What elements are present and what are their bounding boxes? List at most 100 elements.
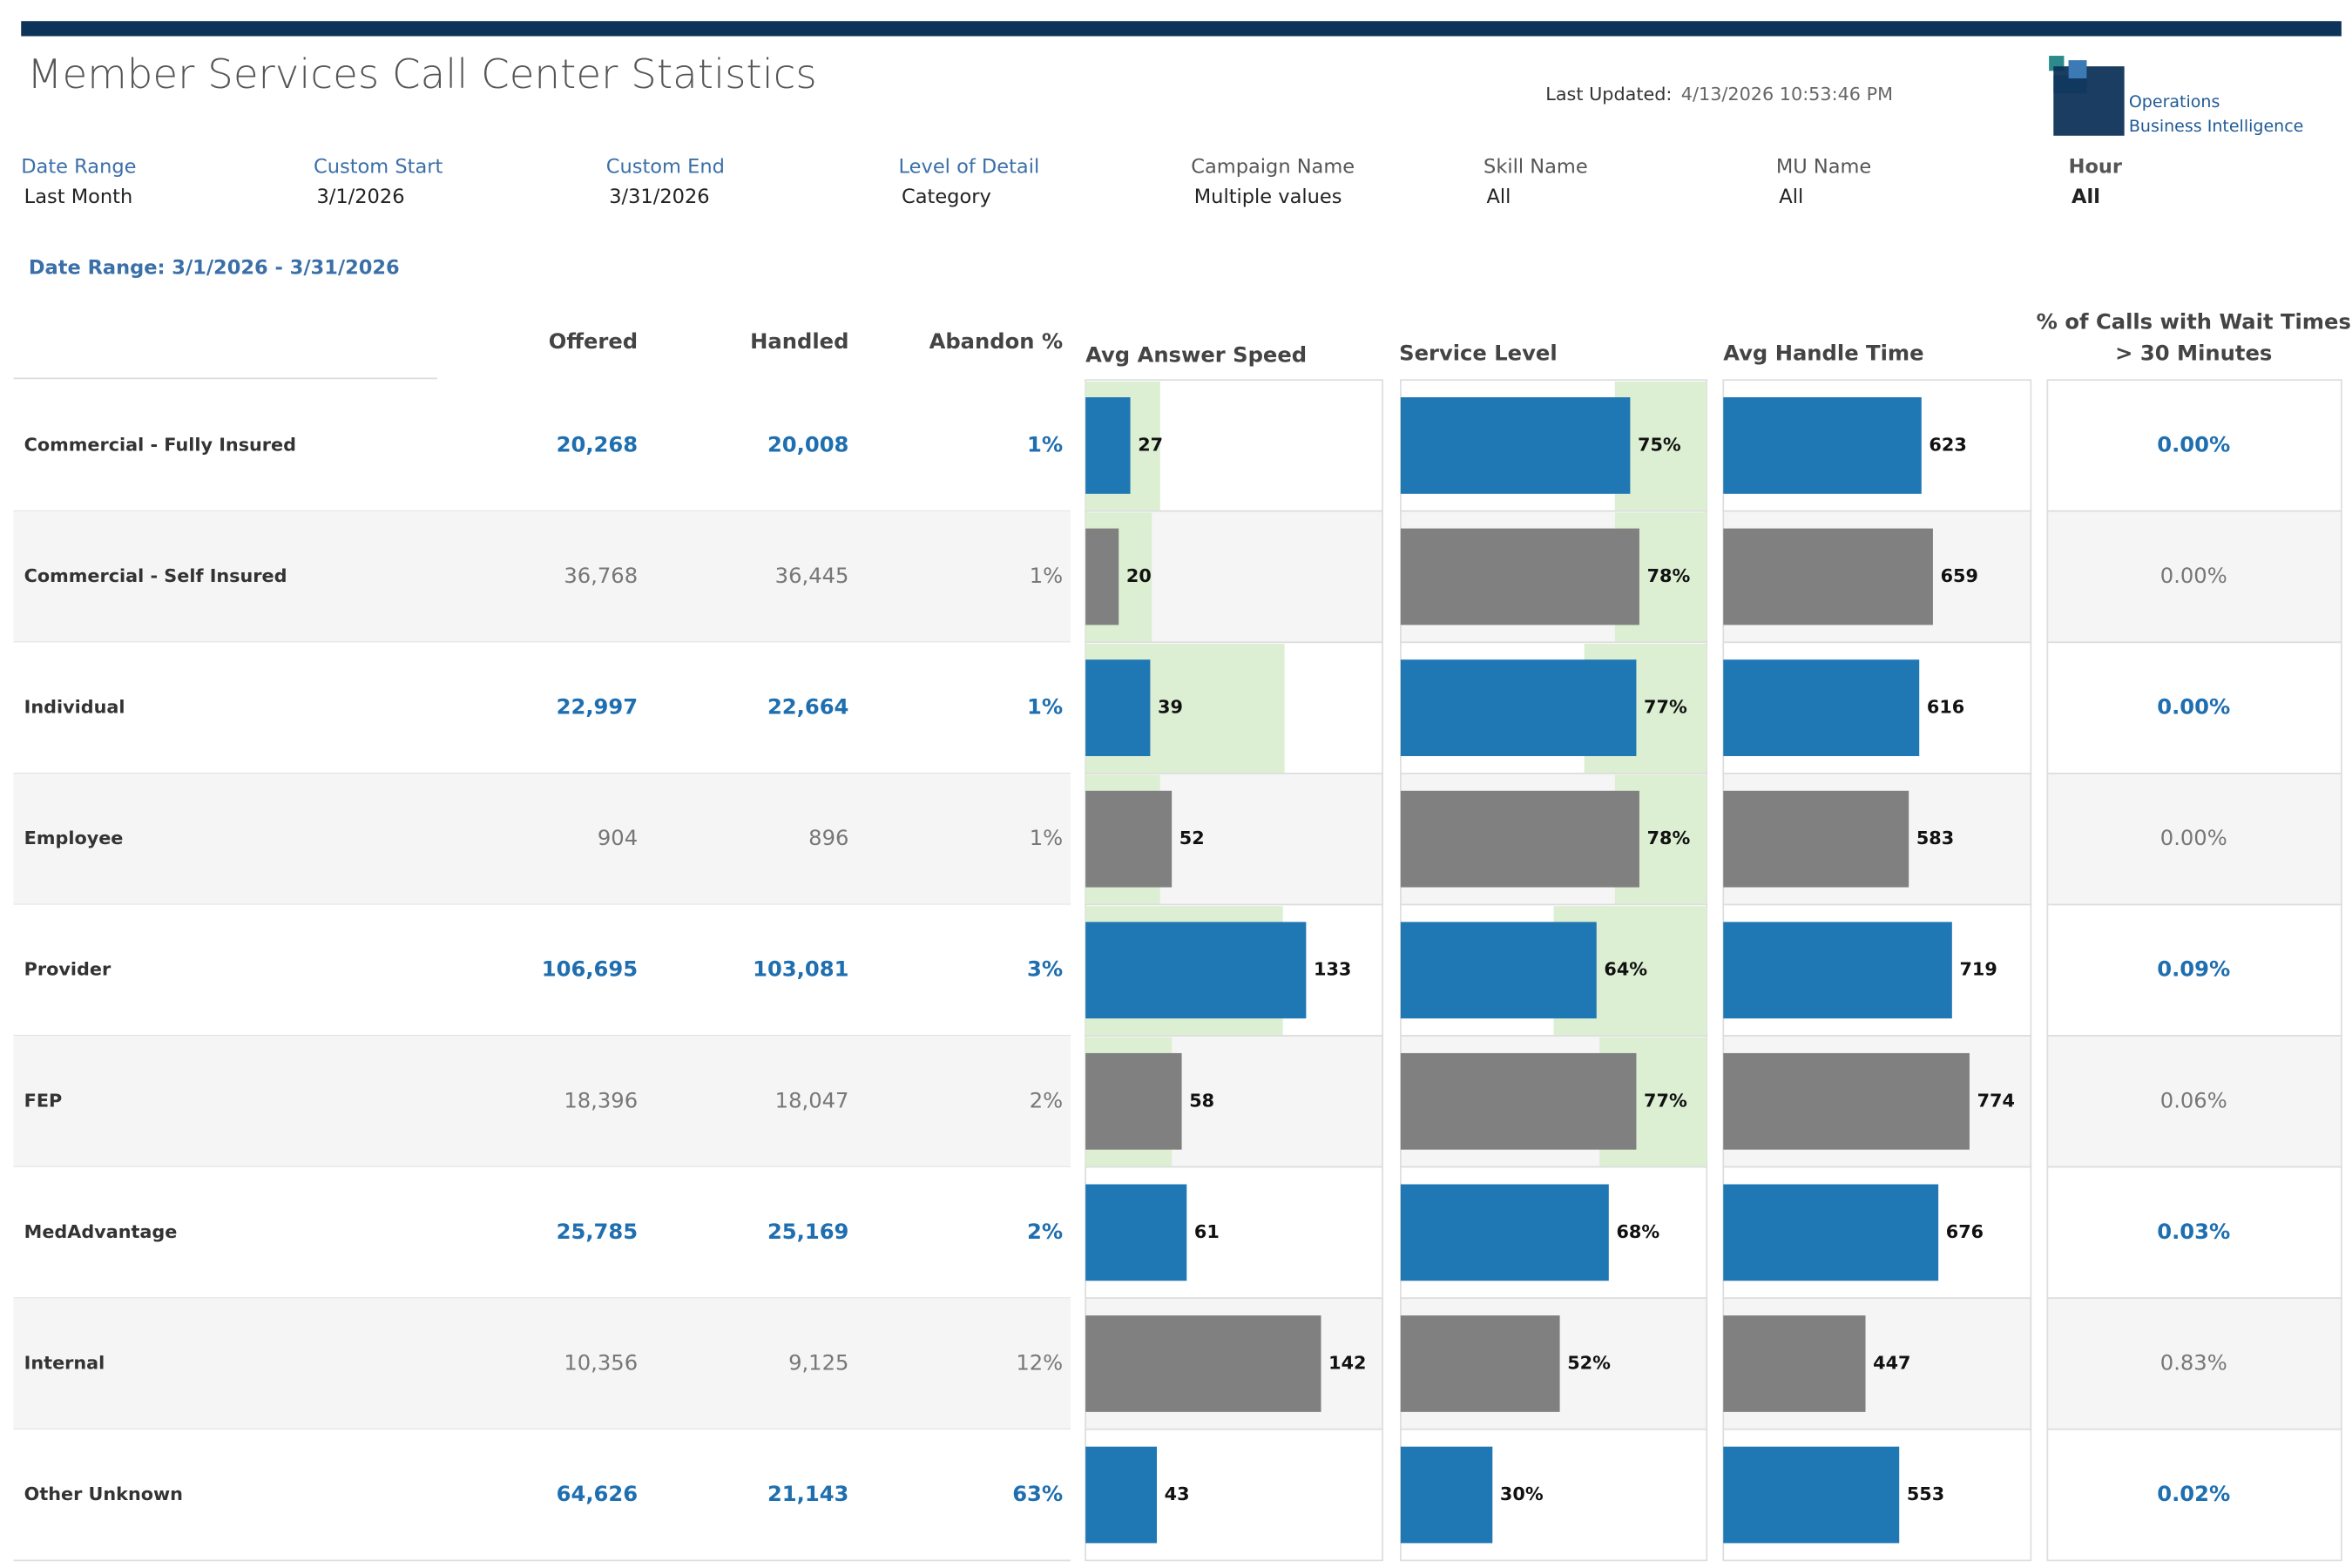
row-label: Employee (24, 828, 124, 848)
filter-label: Hour (2069, 156, 2123, 179)
data-label: 77% (1644, 697, 1687, 718)
service-level-bar (1400, 922, 1597, 1019)
cell-value: 18,396 (564, 1088, 638, 1112)
filter-label: Skill Name (1484, 156, 1588, 179)
cell-value: 10,356 (564, 1350, 638, 1375)
panel-cell (2046, 1035, 2342, 1168)
row-label: MedAdvantage (24, 1221, 178, 1242)
data-label: 719 (1959, 959, 1997, 980)
service-level-bar (1400, 1184, 1609, 1281)
logo: Operations Business Intelligence (2049, 56, 2303, 136)
data-label: 43 (1165, 1484, 1190, 1504)
cell-value: 0.00% (2160, 826, 2227, 850)
cell-value: 1% (1030, 564, 1063, 588)
panel-cell (2046, 1428, 2342, 1562)
filter-value: Last Month (24, 186, 133, 208)
cell-value: 0.09% (2157, 957, 2230, 982)
service-level-bar (1400, 790, 1639, 888)
data-label: 142 (1328, 1352, 1366, 1373)
data-label: 623 (1929, 434, 1966, 455)
title: Member Services Call Center Statistics (27, 51, 817, 98)
answer-speed-bar (1085, 1315, 1321, 1412)
data-label: 447 (1873, 1352, 1910, 1373)
row-background (13, 1166, 1071, 1299)
panel-cell (2046, 1166, 2342, 1300)
data-label: 583 (1916, 828, 1954, 848)
data-label: 39 (1158, 697, 1183, 718)
row-background (13, 1429, 1071, 1561)
data-label: 20 (1126, 565, 1152, 586)
cell-value: 103,081 (753, 957, 848, 982)
data-label: 61 (1194, 1221, 1220, 1242)
filter-value: 3/31/2026 (609, 186, 709, 208)
handle-time-bar (1723, 528, 1933, 625)
row-background (13, 380, 1071, 511)
answer-speed-bar (1085, 790, 1173, 888)
panel-cell (2046, 903, 2342, 1037)
data-label: 78% (1647, 565, 1691, 586)
cell-value: 0.00% (2157, 432, 2230, 456)
row-label: Provider (24, 959, 112, 980)
data-label: 133 (1314, 959, 1351, 980)
data-label: 52% (1567, 1352, 1611, 1373)
logo-text: Business Intelligence (2129, 117, 2304, 136)
cell-value: 12% (1016, 1350, 1063, 1375)
panel-cell (2046, 510, 2342, 644)
row-background (13, 1036, 1071, 1167)
answer-speed-bar (1085, 1184, 1187, 1281)
filter-label: Custom Start (314, 156, 443, 179)
cell-value: 22,997 (557, 695, 638, 720)
row-background (13, 642, 1071, 774)
row-label: Other Unknown (24, 1484, 183, 1504)
cell-value: 64,626 (557, 1482, 638, 1506)
cell-value: 904 (598, 826, 638, 850)
service-level-bar (1400, 1446, 1493, 1544)
answer-speed-bar (1085, 659, 1151, 756)
data-label: 77% (1644, 1090, 1687, 1111)
row-label: Commercial - Fully Insured (24, 434, 296, 455)
data-label: 30% (1500, 1484, 1544, 1504)
data-label: 75% (1638, 434, 1681, 455)
cell-value: 0.00% (2160, 564, 2227, 588)
row-background (13, 773, 1071, 905)
data-label: 659 (1941, 565, 1978, 586)
cell-value: 896 (808, 826, 848, 850)
data-label: 774 (1977, 1090, 2015, 1111)
row-label: Internal (24, 1352, 105, 1373)
filter-label: MU Name (1776, 156, 1871, 179)
data-label: 52 (1179, 828, 1205, 848)
data-label: 68% (1616, 1221, 1659, 1242)
column-header: > 30 Minutes (2115, 341, 2272, 366)
cell-value: 0.02% (2157, 1482, 2230, 1506)
service-level-bar (1400, 659, 1637, 756)
filter-label: Campaign Name (1191, 156, 1355, 179)
filter-label: Custom End (606, 156, 725, 179)
filter-label: Date Range (21, 156, 136, 179)
handle-time-bar (1723, 1446, 1900, 1544)
data-label: 58 (1189, 1090, 1214, 1111)
data-label: 676 (1946, 1221, 1984, 1242)
cell-value: 0.06% (2160, 1088, 2227, 1112)
cell-value: 2% (1027, 1220, 1063, 1244)
logo-text: Operations (2129, 92, 2220, 112)
cell-value: 0.03% (2157, 1220, 2230, 1244)
panel-cell (2046, 641, 2342, 774)
column-header: Service Level (1399, 341, 1558, 366)
cell-value: 63% (1012, 1482, 1063, 1506)
data-label: 64% (1604, 959, 1647, 980)
cell-value: 0.00% (2157, 695, 2230, 720)
handle-time-bar (1723, 1184, 1939, 1281)
column-header: Avg Answer Speed (1085, 342, 1307, 367)
service-level-bar (1400, 1052, 1637, 1150)
cell-value: 1% (1027, 695, 1063, 720)
service-level-bar (1400, 1315, 1560, 1412)
row-label: Individual (24, 697, 125, 718)
cell-value: 2% (1030, 1088, 1063, 1112)
row-background (13, 510, 1071, 643)
column-header: Abandon % (929, 329, 1064, 354)
row-label: Commercial - Self Insured (24, 565, 287, 586)
cell-value: 20,268 (557, 432, 638, 456)
column-header: % of Calls with Wait Times (2037, 309, 2351, 334)
